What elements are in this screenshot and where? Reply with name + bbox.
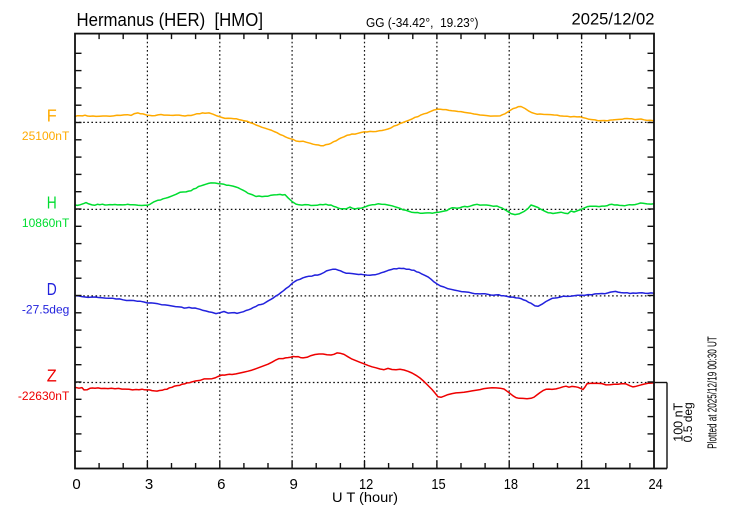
svg-text:2025/12/02: 2025/12/02 — [572, 11, 655, 29]
svg-text:-22630nT: -22630nT — [18, 389, 70, 403]
svg-text:Plotted at 2025/12/19 00:30 UT: Plotted at 2025/12/19 00:30 UT — [706, 336, 720, 449]
svg-text:10860nT: 10860nT — [22, 216, 70, 230]
svg-text:U T (hour): U T (hour) — [332, 490, 398, 505]
svg-text:24: 24 — [648, 476, 662, 493]
svg-text:F: F — [47, 106, 57, 126]
svg-text:12: 12 — [359, 476, 373, 493]
svg-text:-27.5deg: -27.5deg — [22, 302, 69, 316]
svg-text:Hermanus (HER) [HMO]: Hermanus (HER) [HMO] — [77, 10, 264, 30]
svg-text:Z: Z — [47, 366, 57, 386]
svg-text:6: 6 — [217, 476, 225, 493]
svg-text:25100nT: 25100nT — [22, 129, 70, 143]
svg-text:0.5 deg: 0.5 deg — [681, 402, 695, 442]
svg-text:H: H — [47, 193, 57, 213]
svg-text:15: 15 — [431, 476, 445, 493]
svg-text:0: 0 — [72, 476, 80, 493]
svg-text:100 nT: 100 nT — [672, 402, 686, 441]
svg-text:D: D — [47, 279, 57, 299]
svg-text:GG (-34.42°, 19.23°): GG (-34.42°, 19.23°) — [366, 15, 479, 30]
svg-text:18: 18 — [504, 476, 518, 493]
svg-text:9: 9 — [290, 476, 298, 493]
svg-text:21: 21 — [576, 476, 590, 493]
svg-text:3: 3 — [145, 476, 153, 493]
